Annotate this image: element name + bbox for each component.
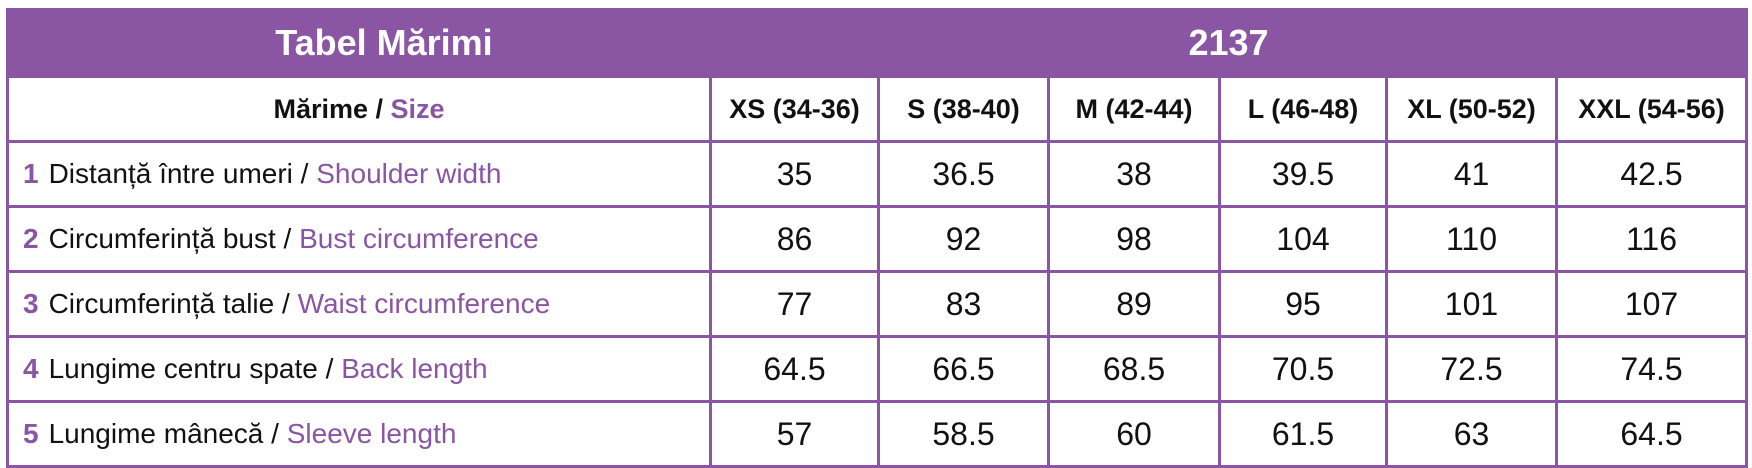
size-column-header: S (38-40) bbox=[877, 75, 1050, 143]
row-number: 3 bbox=[23, 288, 39, 319]
table-row: 3 Circumferință talie / Waist circumferen… bbox=[6, 270, 1749, 338]
label-en: Sleeve length bbox=[286, 418, 457, 449]
table-cell: 86 bbox=[709, 205, 880, 273]
label-en: Bust circumference bbox=[299, 223, 539, 254]
separator: / bbox=[275, 223, 300, 254]
table-row: 5 Lungime mânecă / Sleeve length 57 58.5 60 6… bbox=[6, 400, 1749, 468]
size-chart-table: Tabel Mărimi 2137 Mărime / Size XS (34-3… bbox=[6, 8, 1749, 468]
measurement-label: 5 Lungime mânecă / Sleeve length bbox=[6, 400, 712, 468]
table-cell: 60 bbox=[1047, 400, 1221, 468]
label-ro: Circumferință bust bbox=[48, 223, 276, 254]
table-cell: 107 bbox=[1554, 270, 1749, 338]
label-ro: Lungime centru spate bbox=[48, 353, 318, 384]
table-cell: 42.5 bbox=[1554, 140, 1749, 208]
table-cell: 92 bbox=[877, 205, 1050, 273]
header-row: Mărime / Size XS (34-36) S (38-40) M (42… bbox=[6, 75, 1749, 143]
separator: / bbox=[292, 158, 317, 189]
label-ro: Distanță între umeri bbox=[48, 158, 293, 189]
table-cell: 58.5 bbox=[877, 400, 1050, 468]
separator: / bbox=[368, 93, 391, 124]
table-row: 1 Distanță între umeri / Shoulder width 35… bbox=[6, 140, 1749, 208]
size-column-header: L (46-48) bbox=[1218, 75, 1388, 143]
label-en: Shoulder width bbox=[316, 158, 502, 189]
table-cell: 77 bbox=[709, 270, 880, 338]
table-cell: 63 bbox=[1385, 400, 1558, 468]
row-number: 4 bbox=[23, 353, 39, 384]
size-column-header: XXL (54-56) bbox=[1554, 75, 1749, 143]
separator: / bbox=[263, 418, 287, 449]
table-cell: 101 bbox=[1385, 270, 1558, 338]
table-cell: 98 bbox=[1047, 205, 1221, 273]
label-ro: Lungime mânecă bbox=[48, 418, 264, 449]
table-cell: 83 bbox=[877, 270, 1050, 338]
row-number: 1 bbox=[23, 158, 39, 189]
table-cell: 74.5 bbox=[1554, 335, 1749, 403]
measurement-label: 2 Circumferință bust / Bust circumference bbox=[6, 205, 712, 273]
label-en: Back length bbox=[341, 353, 488, 384]
table-cell: 36.5 bbox=[877, 140, 1050, 208]
row-number: 5 bbox=[23, 418, 39, 449]
table-title: Tabel Mărimi bbox=[6, 8, 712, 78]
table-cell: 66.5 bbox=[877, 335, 1050, 403]
table-cell: 39.5 bbox=[1218, 140, 1388, 208]
table-cell: 110 bbox=[1385, 205, 1558, 273]
size-column-header: XL (50-52) bbox=[1385, 75, 1558, 143]
measurement-label: 3 Circumferință talie / Waist circumferen… bbox=[6, 270, 712, 338]
table-cell: 57 bbox=[709, 400, 880, 468]
row-number: 2 bbox=[23, 223, 39, 254]
separator: / bbox=[274, 288, 298, 319]
measurement-label: 1 Distanță între umeri / Shoulder width bbox=[6, 140, 712, 208]
table-cell: 61.5 bbox=[1218, 400, 1388, 468]
table-cell: 41 bbox=[1385, 140, 1558, 208]
measurement-label: 4 Lungime centru spate / Back length bbox=[6, 335, 712, 403]
table-cell: 104 bbox=[1218, 205, 1388, 273]
table-cell: 35 bbox=[709, 140, 880, 208]
size-label-ro: Mărime bbox=[273, 93, 368, 124]
title-row: Tabel Mărimi 2137 bbox=[6, 8, 1749, 78]
table-cell: 38 bbox=[1047, 140, 1221, 208]
table-row: 2 Circumferință bust / Bust circumference… bbox=[6, 205, 1749, 273]
table-cell: 64.5 bbox=[1554, 400, 1749, 468]
table-cell: 72.5 bbox=[1385, 335, 1558, 403]
table-cell: 116 bbox=[1554, 205, 1749, 273]
label-en: Waist circumference bbox=[297, 288, 551, 319]
size-column-header: M (42-44) bbox=[1047, 75, 1221, 143]
table-cell: 95 bbox=[1218, 270, 1388, 338]
model-number: 2137 bbox=[708, 8, 1749, 78]
size-header: Mărime / Size bbox=[6, 75, 712, 143]
size-label-en: Size bbox=[390, 93, 445, 124]
label-ro: Circumferință talie bbox=[48, 288, 275, 319]
size-column-header: XS (34-36) bbox=[709, 75, 880, 143]
table-row: 4 Lungime centru spate / Back length 64.5 6… bbox=[6, 335, 1749, 403]
separator: / bbox=[317, 353, 342, 384]
table-cell: 70.5 bbox=[1218, 335, 1388, 403]
table-cell: 89 bbox=[1047, 270, 1221, 338]
table-cell: 64.5 bbox=[709, 335, 880, 403]
table-cell: 68.5 bbox=[1047, 335, 1221, 403]
